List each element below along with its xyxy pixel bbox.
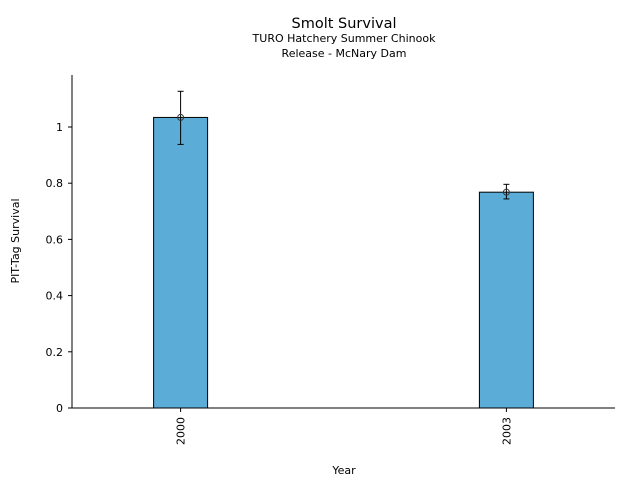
y-tick-label: 0.8	[46, 177, 64, 190]
bar-2003	[478, 191, 534, 409]
point-marker-2000	[177, 113, 185, 121]
y-tick-label: 0	[56, 402, 63, 415]
bar-2000	[153, 116, 209, 409]
y-tick-label: 0.4	[46, 290, 64, 303]
chart-subtitle-1: TURO Hatchery Summer Chinook	[252, 32, 437, 45]
y-tick-label: 1	[56, 121, 63, 134]
y-tick-label: 0.2	[46, 346, 64, 359]
x-tick-label: 2003	[500, 417, 513, 445]
point-marker-2003	[502, 188, 510, 196]
x-axis-label: Year	[331, 464, 356, 477]
y-tick-label: 0.6	[46, 233, 64, 246]
chart-subtitle-2: Release - McNary Dam	[282, 47, 407, 60]
x-tick-label: 2000	[175, 417, 188, 445]
y-axis-label: PIT-Tag Survival	[9, 198, 22, 283]
chart-title: Smolt Survival	[292, 16, 397, 32]
